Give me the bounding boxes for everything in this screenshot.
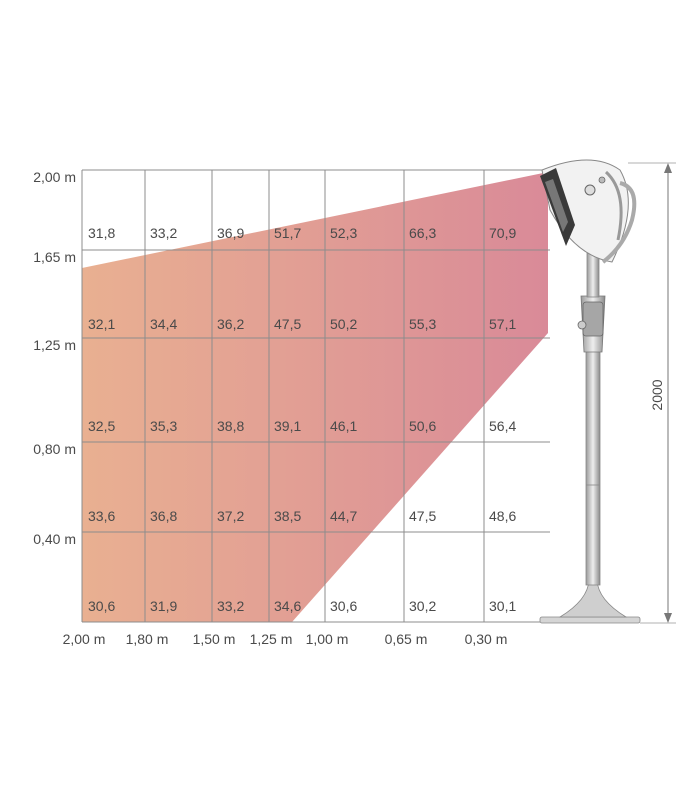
- temperature-value: 57,1: [489, 316, 516, 332]
- heat-beam: [82, 172, 548, 622]
- temperature-value: 36,8: [150, 508, 177, 524]
- x-axis-label: 1,00 m: [306, 631, 349, 647]
- x-axis-label: 1,50 m: [193, 631, 236, 647]
- temperature-value: 48,6: [489, 508, 516, 524]
- temperature-value: 44,7: [330, 508, 357, 524]
- temperature-value: 30,6: [88, 598, 115, 614]
- grid: [81, 169, 550, 623]
- temperature-value: 32,1: [88, 316, 115, 332]
- temperature-value: 47,5: [274, 316, 301, 332]
- height-dimension: 2000: [628, 162, 676, 624]
- y-axis-label: 0,80 m: [33, 441, 76, 457]
- temperature-value: 50,2: [330, 316, 357, 332]
- temperature-value: 37,2: [217, 508, 244, 524]
- temperature-value: 52,3: [330, 225, 357, 241]
- temperature-value: 38,8: [217, 418, 244, 434]
- temperature-value: 66,3: [409, 225, 436, 241]
- y-axis-label: 1,25 m: [33, 337, 76, 353]
- y-axis-label: 0,40 m: [33, 531, 76, 547]
- temperature-value: 56,4: [489, 418, 516, 434]
- temperature-value: 38,5: [274, 508, 301, 524]
- temperature-value: 32,5: [88, 418, 115, 434]
- temperature-value: 33,2: [217, 598, 244, 614]
- x-axis-label: 0,30 m: [465, 631, 508, 647]
- temperature-value: 30,2: [409, 598, 436, 614]
- temperature-value: 31,8: [88, 225, 115, 241]
- y-axis-labels: 2,00 m 1,65 m 1,25 m 0,80 m 0,40 m: [33, 169, 76, 547]
- temperature-value: 31,9: [150, 598, 177, 614]
- x-axis-labels: 2,00 m 1,80 m 1,50 m 1,25 m 1,00 m 0,65 m 0,30…: [63, 631, 508, 647]
- x-axis-label: 1,80 m: [126, 631, 169, 647]
- temperature-value: 30,6: [330, 598, 357, 614]
- y-axis-label: 2,00 m: [33, 169, 76, 185]
- x-axis-label: 1,25 m: [250, 631, 293, 647]
- temperature-value: 34,6: [274, 598, 301, 614]
- patio-heater-icon: [539, 159, 641, 624]
- temperature-value: 34,4: [150, 316, 177, 332]
- temperature-value: 30,1: [489, 598, 516, 614]
- x-axis-label: 0,65 m: [385, 631, 428, 647]
- temperature-value: 33,2: [150, 225, 177, 241]
- temperature-value: 70,9: [489, 225, 516, 241]
- temperature-value: 46,1: [330, 418, 357, 434]
- temperature-value: 33,6: [88, 508, 115, 524]
- temperature-values: 31,8 33,2 36,9 51,7 52,3 66,3 70,9 32,1 34,4 36,2…: [88, 225, 516, 614]
- temperature-value: 39,1: [274, 418, 301, 434]
- height-dimension-label: 2000: [649, 379, 665, 410]
- y-axis-label: 1,65 m: [33, 249, 76, 265]
- temperature-value: 50,6: [409, 418, 436, 434]
- temperature-value: 35,3: [150, 418, 177, 434]
- temperature-value: 36,2: [217, 316, 244, 332]
- temperature-value: 51,7: [274, 225, 301, 241]
- temperature-value: 47,5: [409, 508, 436, 524]
- temperature-value: 55,3: [409, 316, 436, 332]
- temperature-value: 36,9: [217, 225, 244, 241]
- x-axis-label: 2,00 m: [63, 631, 106, 647]
